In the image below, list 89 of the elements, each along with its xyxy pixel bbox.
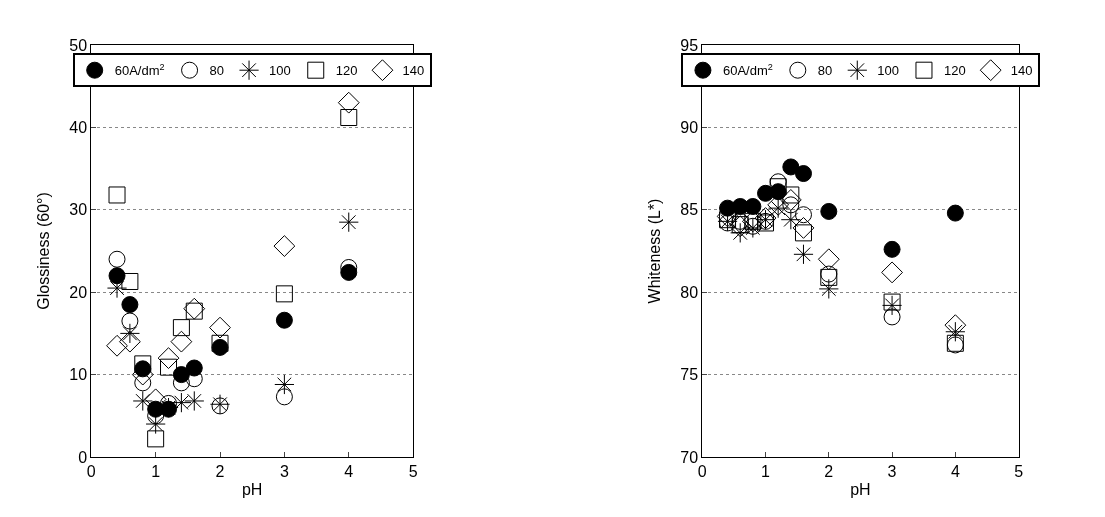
point	[780, 209, 801, 230]
point	[792, 217, 815, 239]
x-tick-label: 4	[950, 463, 960, 481]
point	[794, 206, 812, 224]
point	[881, 261, 903, 284]
point	[274, 374, 295, 395]
x-axis-title: pH	[850, 480, 871, 498]
point	[147, 430, 165, 448]
point	[184, 390, 205, 412]
point	[793, 244, 814, 265]
point	[794, 165, 812, 183]
point	[185, 359, 203, 377]
y-tick-label: 20	[69, 283, 88, 301]
point	[945, 321, 966, 342]
point	[769, 178, 787, 196]
point	[211, 334, 229, 352]
point	[782, 196, 800, 214]
point	[782, 158, 800, 176]
y-tick-label: 80	[680, 283, 699, 301]
point	[132, 390, 153, 412]
y-axis-title: Glossiness (60°)	[35, 192, 53, 310]
point	[108, 250, 126, 268]
point	[121, 312, 139, 330]
point	[883, 240, 901, 258]
legend-label: 100	[269, 63, 291, 79]
legend-label: 60A/dm$^{2}$	[722, 61, 773, 79]
point	[172, 319, 190, 337]
point	[818, 278, 839, 299]
point	[121, 272, 139, 290]
point	[768, 198, 789, 219]
x-tick-label: 5	[408, 463, 418, 481]
legend-label: 60A/dm$^{2}$	[114, 61, 165, 79]
x-tick-label: 3	[279, 463, 289, 481]
point	[275, 311, 293, 329]
legend-label: 120	[335, 63, 358, 79]
point	[820, 202, 838, 220]
point	[340, 109, 358, 127]
y-tick-label: 95	[680, 36, 699, 54]
legend-label: 120	[943, 63, 966, 79]
point	[121, 296, 139, 314]
legend-label: 140	[1010, 63, 1033, 79]
point	[944, 314, 967, 337]
point	[183, 297, 206, 320]
point	[171, 392, 192, 413]
x-tick-label: 5	[1014, 463, 1024, 481]
y-tick-label: 90	[680, 119, 699, 136]
y-tick-label: 50	[69, 36, 88, 54]
x-axis-title: pH	[241, 480, 263, 498]
x-tick-label: 3	[887, 463, 897, 481]
point	[946, 204, 964, 222]
point	[119, 323, 140, 344]
point	[160, 358, 178, 376]
legend-label: 80	[817, 63, 833, 79]
point	[744, 198, 762, 215]
point	[273, 235, 296, 257]
point	[170, 330, 193, 353]
point	[779, 189, 802, 211]
point	[108, 186, 126, 204]
y-tick-label: 10	[69, 366, 88, 384]
y-tick-label: 85	[680, 201, 699, 219]
point	[157, 347, 180, 370]
point	[883, 293, 901, 311]
legend-label: 140	[402, 63, 425, 79]
y-tick-label: 40	[69, 119, 88, 136]
legend-label: 80	[209, 63, 225, 79]
y-tick-label: 0	[78, 448, 88, 466]
point	[817, 248, 840, 271]
point	[134, 355, 152, 373]
y-tick-label: 70	[680, 448, 699, 466]
y-tick-label: 30	[69, 201, 88, 219]
point	[209, 316, 231, 339]
point	[119, 330, 141, 353]
point	[338, 212, 359, 233]
point	[275, 388, 293, 406]
y-tick-label: 75	[680, 366, 699, 384]
legend-label: 100	[877, 63, 899, 79]
point	[275, 285, 293, 303]
x-tick-label: 4	[344, 463, 354, 481]
point	[730, 222, 751, 243]
x-tick-label: 1	[761, 463, 771, 481]
point	[134, 374, 152, 392]
x-tick-label: 1	[151, 463, 161, 481]
point	[337, 91, 360, 114]
x-tick-label: 2	[215, 463, 225, 481]
point	[881, 295, 903, 316]
point	[106, 334, 128, 357]
x-tick-label: 2	[824, 463, 834, 481]
y-axis-title: Whiteness (L*)	[646, 198, 664, 304]
point	[782, 186, 800, 204]
